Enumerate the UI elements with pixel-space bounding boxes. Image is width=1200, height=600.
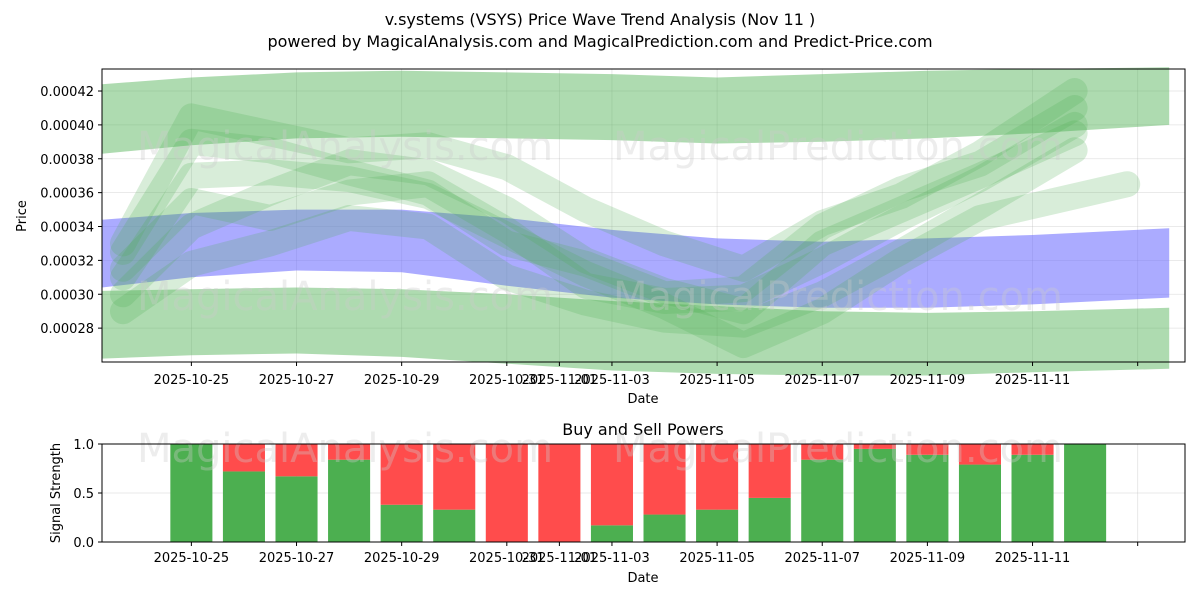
buy-bar xyxy=(380,504,423,542)
price-x-label: Date xyxy=(627,392,658,407)
price-y-tick-label: 0.00030 xyxy=(40,288,94,303)
sell-bar xyxy=(643,444,686,515)
sell-bar xyxy=(485,444,528,542)
buy-sell-x-axis: 2025-10-25 2025-10-27 2025-10-29 2025-10-31… xyxy=(154,542,1139,566)
price-wave-0 xyxy=(110,95,1088,308)
buy-sell-y-tick-label: 0.0 xyxy=(73,536,94,551)
title-line-2: powered by MagicalAnalysis.com and Magic… xyxy=(267,32,932,51)
price-x-tick-label: 2025-11-11 xyxy=(995,373,1071,388)
buy-sell-x-tick-label: 2025-10-29 xyxy=(364,551,440,566)
buy-sell-title: Buy and Sell Powers xyxy=(562,420,724,439)
buy-bar xyxy=(853,448,896,542)
buy-sell-y-axis: 0.0 0.5 1.0 xyxy=(73,438,102,551)
sell-bar xyxy=(328,444,371,460)
buy-sell-y-label: Signal Strength xyxy=(49,443,64,543)
price-x-tick-label: 2025-10-27 xyxy=(259,373,335,388)
price-x-tick-label: 2025-10-31 xyxy=(469,373,545,388)
price-band-1 xyxy=(102,287,1170,376)
watermark-prediction-bottom: MagicalPrediction.com xyxy=(613,274,1063,320)
price-x-tick-label: 2025-10-25 xyxy=(154,373,230,388)
buy-bar xyxy=(748,497,791,542)
buy-bar xyxy=(590,525,633,542)
price-chart-frame xyxy=(101,68,1186,363)
sell-bar xyxy=(275,444,318,477)
price-x-tick-label: 2025-11-07 xyxy=(784,373,860,388)
buy-bar xyxy=(958,464,1001,542)
buy-bar xyxy=(1064,444,1107,542)
sell-bar xyxy=(538,444,581,542)
price-y-axis: 0.00028 0.00030 0.00032 0.00034 0.00036 0.000… xyxy=(40,85,102,337)
price-y-tick-label: 0.00036 xyxy=(40,187,94,202)
buy-sell-y-tick-label: 0.5 xyxy=(73,487,94,502)
price-y-tick-label: 0.00028 xyxy=(40,322,94,337)
buy-sell-chart: Buy and Sell Powers MagicalAnalysis.com … xyxy=(49,420,1186,586)
price-y-tick-label: 0.00042 xyxy=(40,85,94,100)
buy-sell-x-tick-label: 2025-11-09 xyxy=(890,551,966,566)
sell-bar xyxy=(906,444,949,455)
buy-bar xyxy=(222,471,265,542)
watermark-analysis-top: MagicalAnalysis.com xyxy=(137,124,553,170)
buy-bar xyxy=(433,509,476,542)
buy-sell-x-tick-label: 2025-10-25 xyxy=(154,551,230,566)
buy-bar xyxy=(906,454,949,542)
price-wave-2 xyxy=(110,78,1088,282)
buy-sell-x-tick-label: 2025-11-03 xyxy=(574,551,650,566)
buy-sell-y-tick-label: 1.0 xyxy=(73,438,94,453)
buy-sell-x-tick-label: 2025-11-07 xyxy=(784,551,860,566)
buy-sell-x-tick-label: 2025-11-11 xyxy=(995,551,1071,566)
sell-bar xyxy=(801,444,844,460)
buy-sell-bars xyxy=(170,444,1107,542)
buy-sell-x-tick-label: 2025-10-31 xyxy=(469,551,545,566)
watermark-prediction-top: MagicalPrediction.com xyxy=(613,124,1063,170)
buy-sell-x-tick-label: 2025-11-05 xyxy=(679,551,755,566)
price-chart: MagicalAnalysis.com MagicalPrediction.co… xyxy=(15,67,1186,407)
buy-bar xyxy=(643,514,686,542)
buy-sell-x-tick-label: 2025-10-27 xyxy=(259,551,335,566)
watermark-prediction-signal: MagicalPrediction.com xyxy=(613,426,1063,472)
sell-bar xyxy=(853,444,896,449)
watermark-analysis-signal: MagicalAnalysis.com xyxy=(137,426,553,472)
price-x-tick-label: 2025-11-05 xyxy=(679,373,755,388)
buy-bar xyxy=(275,476,318,542)
buy-sell-x-tick-label: 2025-11-01 xyxy=(522,551,598,566)
price-x-tick-label: 2025-10-29 xyxy=(364,373,440,388)
price-x-tick-label: 2025-11-01 xyxy=(522,373,598,388)
buy-bar xyxy=(170,444,213,542)
title-line-1: v.systems (VSYS) Price Wave Trend Analys… xyxy=(385,10,815,29)
sell-bar xyxy=(958,444,1001,465)
buy-bar xyxy=(328,459,371,542)
sell-bar xyxy=(380,444,423,505)
buy-sell-x-label: Date xyxy=(627,571,658,586)
price-wave-4 xyxy=(110,159,1141,359)
watermark-analysis-bottom: MagicalAnalysis.com xyxy=(137,274,553,320)
buy-bar xyxy=(1011,454,1054,542)
price-band-2 xyxy=(102,209,1170,308)
price-y-tick-label: 0.00034 xyxy=(40,221,94,236)
price-wave-5 xyxy=(110,111,1088,314)
price-wave-3 xyxy=(110,137,1088,338)
price-wave-1 xyxy=(110,120,1088,325)
price-band-0 xyxy=(102,67,1170,154)
price-x-tick-label: 2025-11-03 xyxy=(574,373,650,388)
price-x-tick-label: 2025-11-09 xyxy=(890,373,966,388)
sell-bar xyxy=(748,444,791,498)
price-y-tick-label: 0.00040 xyxy=(40,119,94,134)
price-y-tick-label: 0.00038 xyxy=(40,153,94,168)
price-wave-lines xyxy=(110,78,1141,359)
price-x-axis: 2025-10-25 2025-10-27 2025-10-29 2025-10-31… xyxy=(154,362,1139,388)
sell-bar xyxy=(433,444,476,510)
sell-bar xyxy=(222,444,265,472)
sell-bar xyxy=(590,444,633,526)
sell-bar xyxy=(696,444,739,510)
buy-bar xyxy=(801,459,844,542)
buy-bar xyxy=(696,509,739,542)
price-y-tick-label: 0.00032 xyxy=(40,254,94,269)
price-y-label: Price xyxy=(15,200,30,232)
price-bands xyxy=(102,67,1170,376)
sell-bar xyxy=(1011,444,1054,455)
